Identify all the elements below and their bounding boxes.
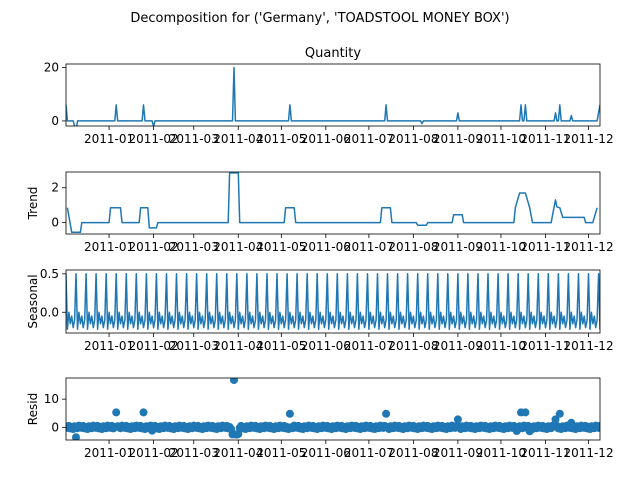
panel-title: Quantity — [305, 46, 361, 61]
y-tick-label: 0.0 — [40, 305, 59, 319]
x-tick-label: 2011-07 — [344, 132, 394, 146]
x-tick-label: 2011-03 — [169, 339, 219, 353]
resid-point — [112, 408, 121, 417]
x-tick-label: 2011-10 — [476, 240, 526, 254]
resid-point — [230, 378, 238, 384]
x-tick-label: 2011-07 — [344, 339, 394, 353]
panel-1: Quantity0202011-012011-022011-032011-042… — [44, 46, 614, 146]
x-tick-label: 2011-02 — [128, 339, 178, 353]
resid-point — [521, 408, 530, 417]
plot-area — [66, 273, 600, 330]
x-tick-label: 2011-06 — [301, 132, 351, 146]
x-tick-label: 2011-01 — [84, 240, 134, 254]
series-line — [66, 172, 598, 234]
resid-point — [551, 415, 560, 424]
resid-point — [72, 433, 80, 440]
x-tick-label: 2011-06 — [301, 446, 351, 460]
x-tick-label: 2011-08 — [388, 132, 438, 146]
resid-point — [285, 409, 294, 418]
panel-frame — [65, 63, 601, 127]
x-tick-label: 2011-03 — [169, 446, 219, 460]
x-tick-label: 2011-11 — [520, 339, 570, 353]
seasonal-line — [66, 273, 600, 330]
x-tick-label: 2011-12 — [563, 339, 613, 353]
y-tick-label: 2 — [51, 181, 59, 195]
y-tick-label: 0 — [51, 114, 59, 128]
y-tick-label: 0 — [51, 216, 59, 230]
x-tick-label: 2011-01 — [84, 446, 134, 460]
y-tick-label: 10 — [44, 392, 59, 406]
x-tick-label: 2011-10 — [476, 339, 526, 353]
x-tick-label: 2011-11 — [520, 132, 570, 146]
x-tick-label: 2011-09 — [433, 240, 483, 254]
series-line — [66, 66, 600, 126]
panel-frame — [65, 377, 601, 441]
resid-point — [555, 409, 564, 418]
x-tick-label: 2011-12 — [563, 132, 613, 146]
figure-suptitle: Decomposition for ('Germany', 'TOADSTOOL… — [130, 11, 509, 26]
panels: Quantity0202011-012011-022011-032011-042… — [26, 46, 614, 460]
x-tick-label: 2011-04 — [213, 240, 263, 254]
x-tick-label: 2011-02 — [128, 132, 178, 146]
x-tick-label: 2011-08 — [388, 446, 438, 460]
x-tick-label: 2011-08 — [388, 240, 438, 254]
resid-point — [139, 408, 148, 417]
x-tick-label: 2011-03 — [169, 132, 219, 146]
x-tick-label: 2011-05 — [256, 132, 306, 146]
plot-area — [66, 66, 600, 126]
x-tick-label: 2011-02 — [128, 446, 178, 460]
resid-point — [234, 430, 243, 439]
x-tick-label: 2011-11 — [520, 240, 570, 254]
y-tick-label: 20 — [44, 60, 59, 74]
x-tick-label: 2011-07 — [344, 240, 394, 254]
y-axis-label: Resid — [26, 393, 40, 425]
resid-point — [596, 421, 600, 430]
panel-3: Seasonal 0.00.52011-012011-022011-032011-… — [26, 267, 614, 353]
x-tick-label: 2011-10 — [476, 132, 526, 146]
x-tick-label: 2011-04 — [213, 132, 263, 146]
resid-point — [453, 415, 462, 424]
x-tick-label: 2011-11 — [520, 446, 570, 460]
x-tick-label: 2011-05 — [256, 446, 306, 460]
x-tick-label: 2011-09 — [433, 339, 483, 353]
x-tick-label: 2011-09 — [433, 132, 483, 146]
x-tick-label: 2011-10 — [476, 446, 526, 460]
x-tick-label: 2011-12 — [563, 240, 613, 254]
x-tick-label: 2011-05 — [256, 240, 306, 254]
x-tick-label: 2011-07 — [344, 446, 394, 460]
x-tick-label: 2011-03 — [169, 240, 219, 254]
resid-point — [382, 409, 391, 418]
x-tick-label: 2011-04 — [213, 446, 263, 460]
x-tick-label: 2011-04 — [213, 339, 263, 353]
y-axis-label: Trend — [26, 187, 40, 221]
plot-area — [66, 378, 600, 440]
x-tick-label: 2011-06 — [301, 339, 351, 353]
x-tick-label: 2011-08 — [388, 339, 438, 353]
x-tick-label: 2011-06 — [301, 240, 351, 254]
panel-4: Resid0102011-012011-022011-032011-042011… — [26, 377, 614, 460]
panel-frame — [65, 269, 601, 334]
x-tick-label: 2011-02 — [128, 240, 178, 254]
plot-area — [66, 172, 598, 234]
y-tick-label: 0 — [51, 420, 59, 434]
x-tick-label: 2011-01 — [84, 339, 134, 353]
x-tick-label: 2011-05 — [256, 339, 306, 353]
x-tick-label: 2011-12 — [563, 446, 613, 460]
x-tick-label: 2011-09 — [433, 446, 483, 460]
y-tick-label: 0.5 — [40, 267, 59, 281]
y-axis-label: Seasonal — [26, 274, 40, 328]
x-tick-label: 2011-01 — [84, 132, 134, 146]
panel-frame — [65, 171, 601, 235]
panel-2: Trend022011-012011-022011-032011-042011-… — [26, 171, 614, 254]
